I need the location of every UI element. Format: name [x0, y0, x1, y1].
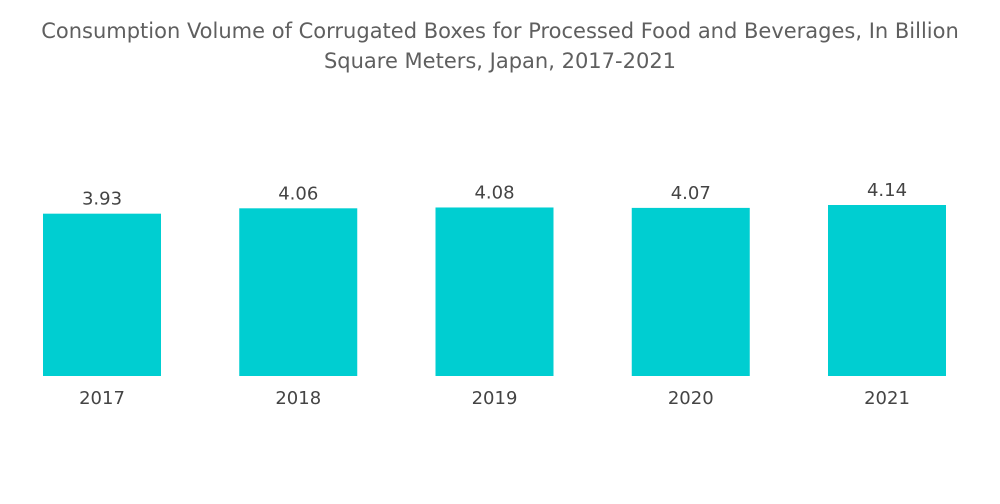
value-label-2019: 4.08 — [474, 182, 514, 203]
bar-2017 — [43, 213, 161, 376]
value-label-2020: 4.07 — [671, 183, 711, 204]
chart-title-line-2: Square Meters, Japan, 2017-2021 — [323, 49, 677, 73]
chart-title-line-1: Consumption Volume of Corrugated Boxes f… — [41, 19, 959, 43]
chart-title: Consumption Volume of Corrugated Boxes f… — [0, 16, 1000, 76]
x-tick-label-2021: 2021 — [864, 388, 910, 409]
value-label-2018: 4.06 — [278, 183, 318, 204]
x-tick-label-2018: 2018 — [275, 388, 321, 409]
bar-2019 — [435, 207, 554, 376]
bar-2018 — [239, 208, 358, 376]
bar-2020 — [631, 207, 750, 376]
x-tick-label-2017: 2017 — [79, 388, 125, 409]
x-tick-label-2019: 2019 — [472, 388, 518, 409]
x-tick-label-2020: 2020 — [668, 388, 714, 409]
bar-2021 — [828, 205, 946, 376]
value-label-2021: 4.14 — [867, 180, 907, 201]
value-label-2017: 3.93 — [82, 189, 122, 210]
